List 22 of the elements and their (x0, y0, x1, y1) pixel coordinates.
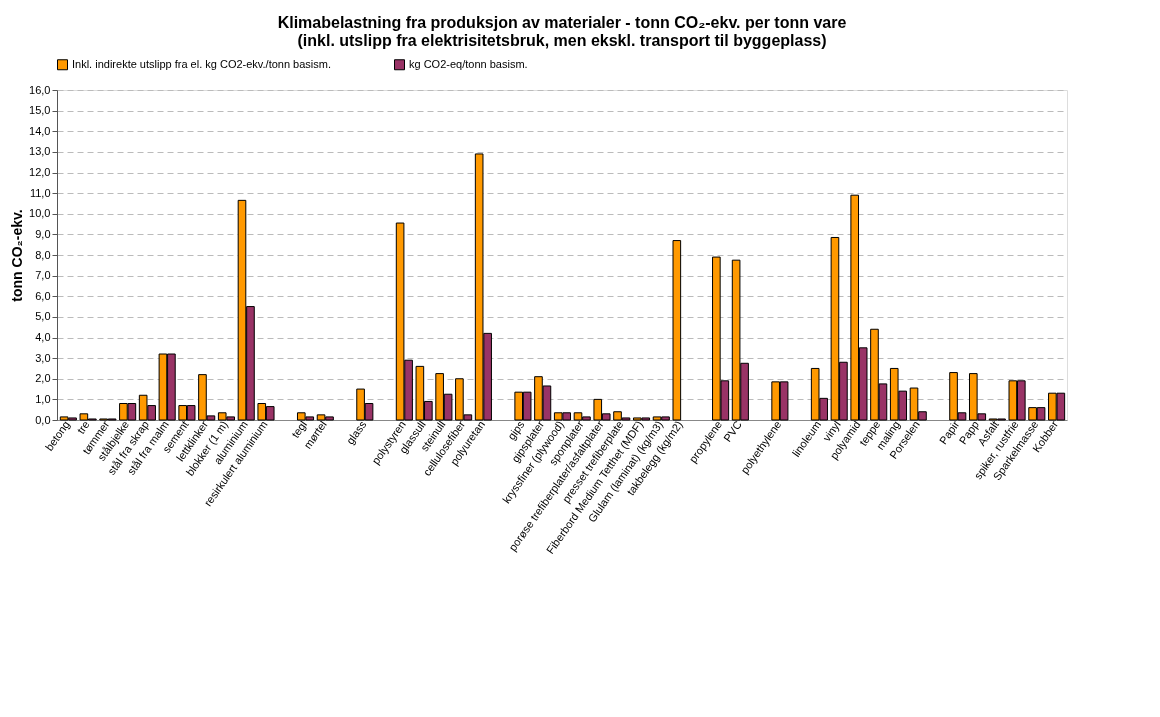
y-tick-label: 8,0 (35, 248, 51, 261)
y-tick-label: 3,0 (35, 351, 51, 364)
y-tick-label: 16,0 (29, 83, 51, 96)
y-tick-label: 4,0 (35, 331, 51, 343)
y-tick-label: 5,0 (35, 310, 51, 323)
legend-label: kg CO2-eq/tonn basism. (409, 57, 528, 70)
y-tick-label: 2,0 (35, 372, 51, 385)
y-tick-label: 6,0 (35, 289, 51, 302)
y-tick-label: 14,0 (29, 124, 51, 137)
y-tick-label: 13,0 (29, 145, 51, 158)
x-tick-label: tegl (289, 418, 310, 440)
y-tick-label: 12,0 (29, 166, 51, 178)
y-tick-label: 11,0 (29, 186, 51, 199)
y-tick-label: 10,0 (29, 207, 51, 220)
legend-label: Inkl. indirekte utslipp fra el. kg CO2-ekv./tonn basism. (72, 57, 332, 70)
y-tick-label: 9,0 (35, 227, 51, 240)
y-tick-label: 15,0 (29, 104, 51, 117)
y-axis-title: tonn CO₂-ekv. (9, 209, 26, 302)
chart-title: Klimabelastning fra produksjon av materialer - tonn CO₂-ekv. per tonn vare (inkl. utslipp fra elektrisitetsbruk, men ekskl. transport til byggeplass) (277, 14, 847, 49)
bar (672, 240, 682, 421)
y-tick-label: 1,0 (35, 392, 51, 405)
y-tick-label: 7,0 (35, 269, 51, 282)
